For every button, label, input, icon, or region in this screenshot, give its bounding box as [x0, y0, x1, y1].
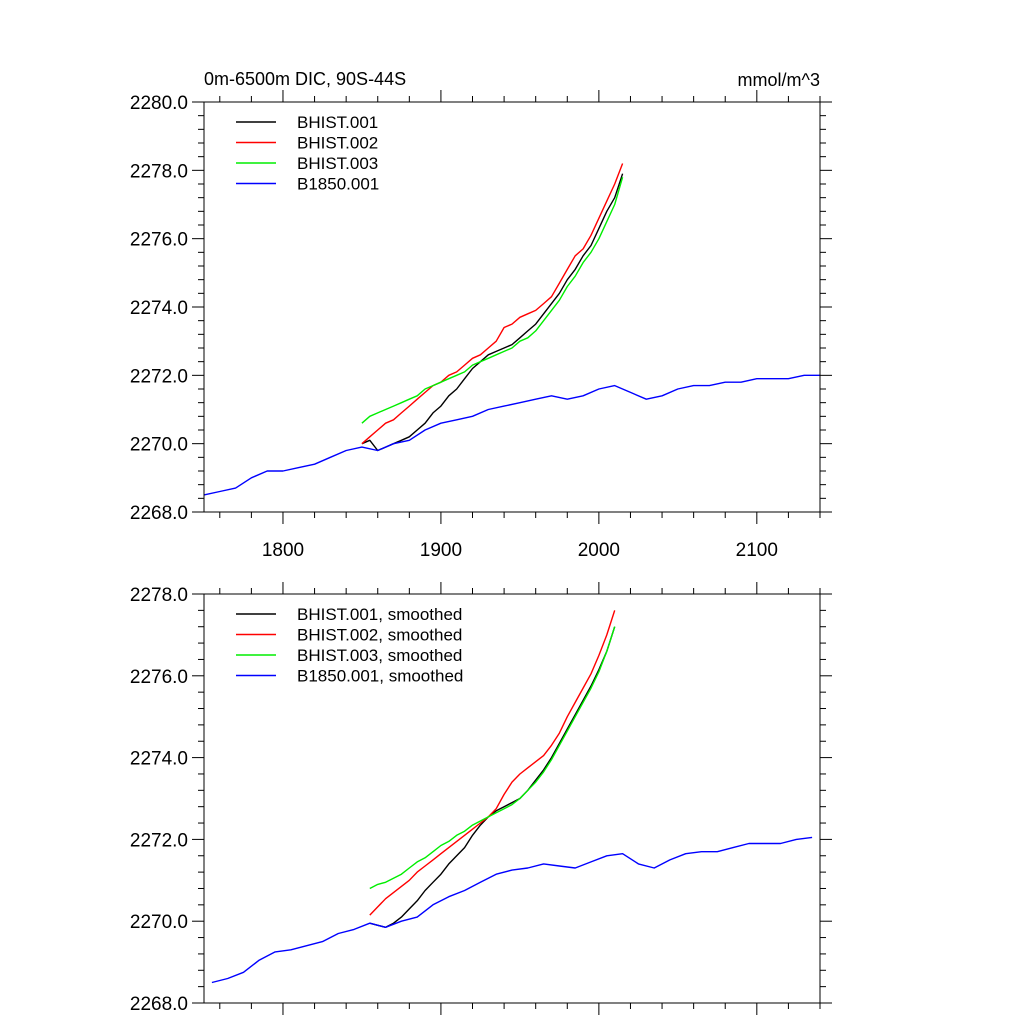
y-tick-label: 2268.0 [130, 994, 188, 1015]
y-tick-label: 2274.0 [130, 298, 188, 319]
series-line-b1850-001-smoothed [211, 836, 813, 984]
units-label: mmol/m^3 [738, 70, 820, 90]
legend-label: BHIST.002, smoothed [297, 626, 462, 645]
legend-label: BHIST.001 [297, 113, 378, 132]
y-tick-label: 2270.0 [130, 912, 188, 933]
bottom-panel-smoothed: 2268.0 2270.0 2272.0 2274.0 2276.0 2278.0 BHIS… [130, 582, 832, 1015]
legend-label: BHIST.003 [297, 154, 378, 173]
chart-title: 0m-6500m DIC, 90S-44S [204, 69, 406, 89]
plot-frame [203, 593, 821, 1004]
series-line-bhist-003 [361, 177, 624, 424]
legend-label: BHIST.002 [297, 134, 378, 153]
x-tick-label: 1900 [420, 540, 462, 561]
y-tick-label: 2272.0 [130, 830, 188, 851]
y-tick-label: 2276.0 [130, 230, 188, 251]
series-line-bhist-002 [361, 163, 624, 445]
y-tick-label: 2274.0 [130, 749, 188, 770]
legend-label: BHIST.003, smoothed [297, 646, 462, 665]
x-tick-label: 2100 [736, 540, 778, 561]
legend-label: B1850.001, smoothed [297, 667, 463, 686]
series-line-bhist-003-smoothed [369, 626, 616, 890]
legend-label: BHIST.001, smoothed [297, 605, 462, 624]
series-line-bhist-001-smoothed [369, 626, 616, 928]
top-panel-raw: 2268.0 2270.0 2272.0 2274.0 2276.0 2278.0 2280… [130, 90, 832, 561]
series-line-bhist-002-smoothed [369, 610, 616, 916]
y-tick-label: 2278.0 [130, 161, 188, 182]
y-tick-label: 2270.0 [130, 435, 188, 456]
series-line-bhist-001 [361, 173, 624, 452]
y-tick-label: 2280.0 [130, 93, 188, 114]
y-tick-label: 2272.0 [130, 366, 188, 387]
legend-label: B1850.001 [297, 175, 379, 194]
x-tick-label: 1800 [262, 540, 304, 561]
series-line-b1850-001 [203, 374, 820, 496]
y-tick-label: 2268.0 [130, 503, 188, 524]
y-tick-label: 2278.0 [130, 585, 188, 606]
y-tick-label: 2276.0 [130, 667, 188, 688]
x-tick-label: 2000 [578, 540, 620, 561]
